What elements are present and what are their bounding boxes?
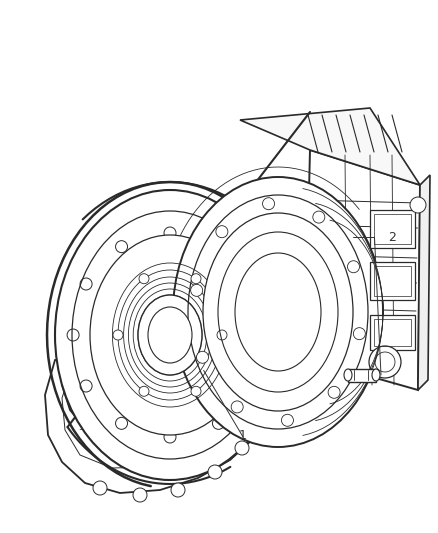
Bar [370,315,415,350]
Ellipse shape [203,213,353,411]
Ellipse shape [313,211,325,223]
Ellipse shape [80,278,92,290]
Ellipse shape [261,329,273,341]
Ellipse shape [208,465,222,479]
Ellipse shape [217,330,227,340]
Ellipse shape [191,386,201,397]
Bar [348,369,376,382]
Ellipse shape [191,274,201,284]
Ellipse shape [164,227,176,239]
Bar [370,210,415,248]
Polygon shape [305,150,420,390]
Ellipse shape [372,369,380,381]
Ellipse shape [191,284,203,296]
Polygon shape [35,182,432,460]
Polygon shape [418,175,430,390]
Ellipse shape [80,380,92,392]
Ellipse shape [347,261,360,273]
Ellipse shape [212,417,224,430]
Ellipse shape [55,190,285,480]
Bar [374,266,411,296]
Ellipse shape [116,417,127,430]
Text: 2: 2 [388,231,396,244]
Ellipse shape [262,198,275,209]
Ellipse shape [133,488,147,502]
Ellipse shape [344,369,352,381]
Ellipse shape [139,274,149,284]
Ellipse shape [116,241,127,253]
Ellipse shape [369,346,401,378]
Ellipse shape [139,386,149,397]
Bar [370,262,415,300]
Ellipse shape [231,401,243,413]
Ellipse shape [248,278,260,290]
Ellipse shape [235,253,321,371]
Ellipse shape [197,351,208,364]
Ellipse shape [235,441,249,455]
Polygon shape [240,108,420,185]
Bar [374,319,411,346]
Ellipse shape [93,481,107,495]
Ellipse shape [212,241,224,253]
Ellipse shape [248,380,260,392]
Ellipse shape [410,197,426,213]
Ellipse shape [353,328,365,340]
Bar [374,214,411,244]
Ellipse shape [138,295,202,375]
Ellipse shape [148,307,192,363]
Ellipse shape [173,177,383,447]
Ellipse shape [164,431,176,443]
Polygon shape [45,360,262,493]
Text: 1: 1 [239,429,247,441]
Ellipse shape [328,386,340,398]
Ellipse shape [113,330,123,340]
Ellipse shape [251,413,265,427]
Ellipse shape [171,483,185,497]
Ellipse shape [282,414,293,426]
Ellipse shape [216,225,228,238]
Ellipse shape [67,329,79,341]
Ellipse shape [90,235,250,435]
